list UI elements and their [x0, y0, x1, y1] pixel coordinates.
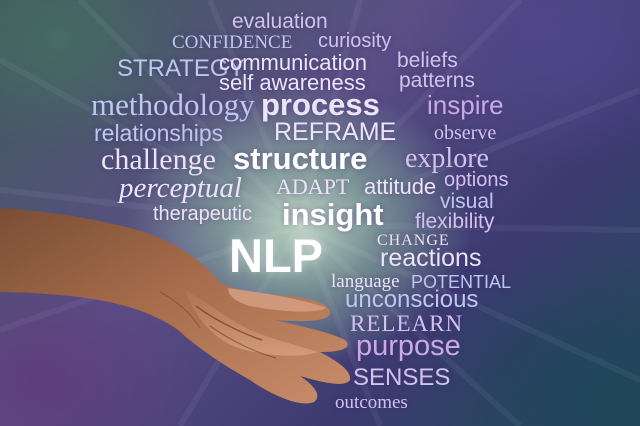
word-beliefs: beliefs: [397, 49, 458, 72]
word-nlp: NLP: [229, 229, 323, 282]
word-reframe: REFRAME: [274, 118, 397, 146]
word-therapeutic: therapeutic: [153, 203, 252, 225]
word-curiosity: curiosity: [318, 30, 392, 52]
word-change: CHANGE: [377, 232, 450, 249]
word-outcomes: outcomes: [335, 392, 408, 413]
word-senses: SENSES: [353, 364, 451, 391]
word-structure: structure: [233, 141, 368, 176]
word-language: language: [331, 271, 400, 292]
word-unconscious: unconscious: [345, 286, 479, 313]
word-strategy: STRATEGY: [117, 55, 245, 82]
word-relationships: relationships: [94, 120, 224, 146]
word-potential: POTENTIAL: [411, 272, 512, 292]
word-confidence: CONFIDENCE: [172, 32, 293, 53]
word-reactions: reactions: [380, 244, 482, 272]
word-flexibility: flexibility: [415, 210, 495, 233]
word-process: process: [261, 87, 380, 122]
word-attitude: attitude: [364, 174, 437, 199]
word-inspire: inspire: [427, 90, 504, 120]
word-adapt: ADAPT: [276, 174, 350, 199]
word-purpose: purpose: [356, 330, 461, 362]
word-self-awareness: self awareness: [219, 70, 366, 95]
word-challenge: challenge: [101, 143, 216, 176]
word-options: options: [444, 169, 509, 191]
word-observe: observe: [434, 122, 497, 144]
word-visual: visual: [440, 190, 494, 213]
word-patterns: patterns: [399, 69, 475, 92]
word-relearn: RELEARN: [350, 311, 464, 336]
word-perceptual: perceptual: [119, 172, 242, 204]
word-methodology: methodology: [91, 87, 255, 122]
word-insight: insight: [282, 197, 384, 232]
word-explore: explore: [405, 143, 489, 174]
word-evaluation: evaluation: [232, 10, 328, 33]
word-communication: communication: [219, 50, 367, 75]
